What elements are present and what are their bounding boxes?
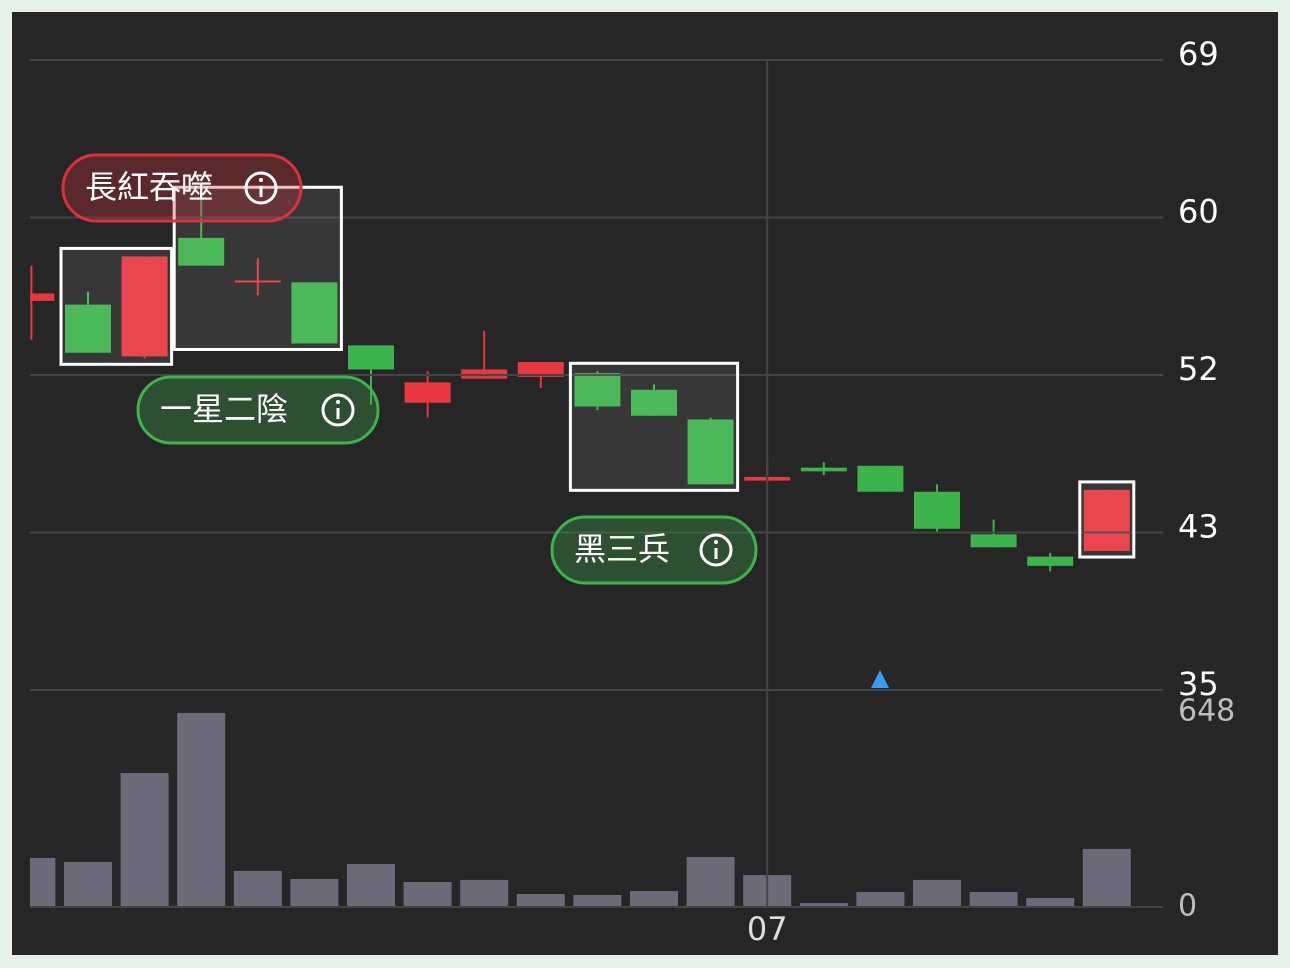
pattern-label-pill: [61, 153, 303, 223]
volume-bar: [460, 879, 509, 907]
y-tick-label: 69: [1178, 35, 1219, 73]
volume-bar: [630, 891, 678, 907]
candle-body: [631, 389, 677, 416]
y-tick-label: 52: [1178, 350, 1219, 388]
candle-body: [1083, 489, 1130, 552]
y-tick-label: 60: [1178, 193, 1219, 231]
x-tick-label: 07: [747, 910, 788, 948]
candle-body: [30, 293, 55, 301]
info-icon: [321, 393, 355, 427]
candle-body: [687, 419, 734, 485]
volume-bar: [30, 857, 56, 907]
candle-body: [348, 345, 394, 370]
candle-body: [121, 256, 168, 357]
volume-bar: [913, 879, 961, 907]
pattern-label: 黑三兵: [574, 530, 670, 568]
volume-bar: [233, 870, 282, 907]
volume-bar: [799, 903, 848, 907]
volume-bar: [856, 891, 905, 907]
y-tick-label: 35: [1178, 665, 1219, 703]
info-icon-dot: [336, 400, 340, 404]
volume-tick-label: 648: [1178, 694, 1235, 729]
candle-body: [291, 282, 338, 344]
info-icon-dot: [714, 540, 718, 544]
pattern-label: 長紅吞噬: [85, 168, 213, 206]
pattern-label-pill: [136, 375, 380, 445]
signal-marker: [871, 670, 889, 688]
candle-body: [404, 382, 451, 403]
candle-body: [1027, 556, 1074, 566]
volume-bar: [1026, 897, 1075, 907]
volume-bar: [516, 894, 565, 907]
candle-body: [857, 465, 904, 492]
candle-body: [914, 491, 960, 529]
pattern-label: 一星二陰: [160, 390, 288, 428]
volume-bar: [290, 879, 339, 907]
candle-body: [800, 467, 847, 472]
volume-bar: [969, 891, 1018, 907]
volume-bar: [347, 863, 395, 907]
plot-area: [30, 195, 1131, 907]
info-icon: [699, 533, 733, 567]
volume-bar: [120, 773, 169, 907]
volume-bar: [573, 894, 622, 907]
y-tick-label: 43: [1178, 508, 1219, 546]
pattern-box: [172, 185, 343, 351]
candle-body: [970, 534, 1017, 548]
info-icon: [244, 171, 278, 205]
volume-bar: [177, 712, 226, 907]
volume-tick-label: 0: [1178, 889, 1197, 924]
volume-bar: [1082, 848, 1131, 907]
pattern-box: [1078, 480, 1136, 559]
volume-bar: [686, 857, 735, 907]
candle-body: [178, 237, 225, 266]
volume-bar: [64, 861, 112, 907]
info-icon-dot: [259, 178, 263, 182]
volume-bar: [403, 882, 452, 907]
candle-body: [517, 362, 564, 377]
candle-body: [234, 280, 281, 283]
pattern-box: [59, 246, 174, 366]
candle-body: [574, 373, 621, 407]
pattern-box: [568, 361, 740, 492]
candle-body: [65, 304, 111, 353]
pattern-label-pill: [550, 515, 758, 585]
